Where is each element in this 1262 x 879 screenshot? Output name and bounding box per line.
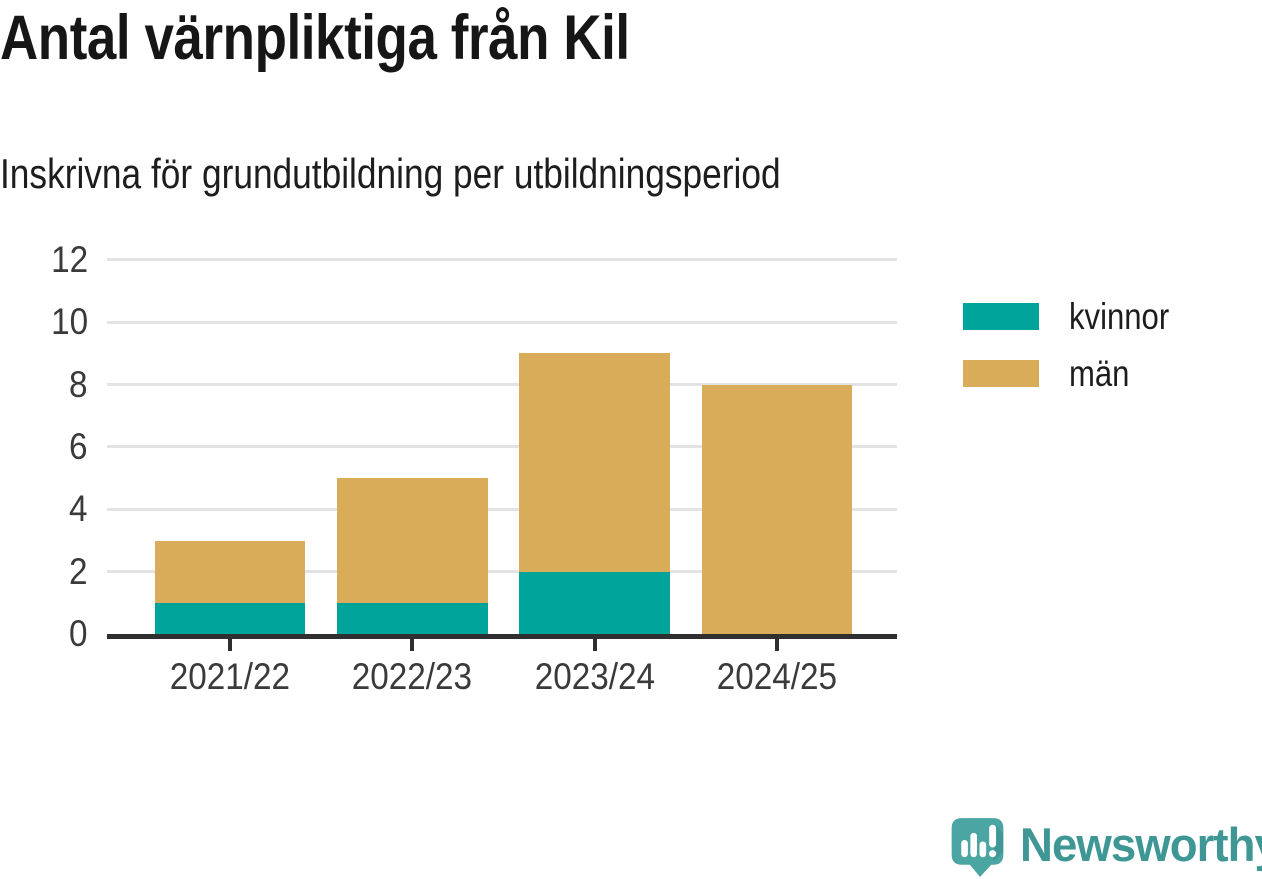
bar-2023/24: [519, 353, 670, 634]
bar-2021/22: [154, 540, 306, 634]
legend-swatch-man: [963, 360, 1039, 387]
gridline-12: [107, 258, 897, 262]
chart-subtitle: Inskrivna för grundutbildning per utbild…: [0, 150, 929, 198]
brand-name: Newsworthy: [1020, 817, 1262, 871]
bar-2022/23: [337, 478, 488, 634]
y-axis-label-12: 12: [50, 238, 88, 280]
newsworthy-logo: Newsworthy: [946, 808, 1262, 879]
bar-segment-män-2024/25: [701, 384, 853, 634]
bar-segment-män-2021/22: [154, 540, 306, 603]
x-axis-label-2021/22: 2021/22: [169, 656, 291, 697]
x-tick-2022/23: [410, 639, 415, 651]
newsworthy-speech-bubble-icon: [951, 818, 1004, 877]
gridline-4: [107, 507, 897, 511]
bar-segment-kvinnor-2022/23: [337, 602, 488, 634]
legend-label-kvinnor: kvinnor: [1069, 296, 1170, 337]
page-title: Antal värnpliktiga från Kil: [0, 2, 750, 74]
bar-2024/25: [701, 384, 853, 634]
x-axis-label-2022/23: 2022/23: [352, 656, 473, 697]
page-title-text: Antal värnpliktiga från Kil: [0, 3, 630, 73]
y-axis-label-4: 4: [69, 488, 88, 530]
x-axis-line: [107, 634, 897, 639]
chart-subtitle-text: Inskrivna för grundutbildning per utbild…: [0, 150, 781, 197]
gridline-2: [107, 570, 897, 574]
y-axis-label-10: 10: [50, 301, 88, 343]
legend-swatch-kvinnor: [963, 303, 1039, 330]
y-axis-label-6: 6: [69, 425, 88, 467]
legend-item-man: män: [963, 353, 1188, 394]
bar-segment-kvinnor-2021/22: [154, 602, 306, 634]
x-axis-label-2023/24: 2023/24: [534, 656, 655, 697]
legend: kvinnor män: [963, 296, 1188, 417]
gridline-6: [107, 445, 897, 449]
gridline-8: [107, 383, 897, 387]
legend-label-man: män: [1069, 353, 1130, 394]
bar-segment-män-2022/23: [337, 478, 488, 603]
legend-item-kvinnor: kvinnor: [963, 296, 1188, 337]
x-tick-2023/24: [592, 639, 597, 651]
bar-segment-män-2023/24: [519, 353, 670, 572]
y-axis-label-0: 0: [69, 613, 88, 654]
gridline-10: [107, 320, 897, 324]
y-axis-label-8: 8: [69, 363, 88, 405]
x-axis-label-2024/25: 2024/25: [716, 656, 838, 697]
plot-area: [107, 245, 897, 634]
x-tick-2021/22: [228, 639, 232, 651]
y-axis-label-2: 2: [69, 550, 88, 592]
x-tick-2024/25: [774, 639, 779, 651]
bar-segment-kvinnor-2023/24: [519, 571, 670, 634]
